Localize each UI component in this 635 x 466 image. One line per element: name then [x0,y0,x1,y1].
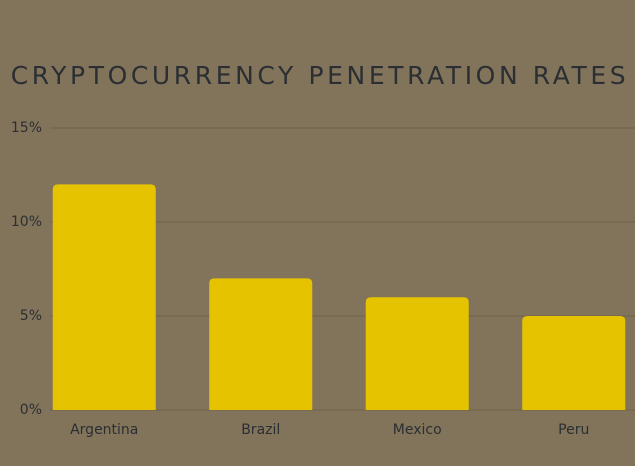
chart-title: CRYPTOCURRENCY PENETRATION RATES [11,61,630,90]
y-tick-label: 15% [11,120,42,136]
x-tick-label: Brazil [241,422,280,438]
x-tick-label: Peru [558,422,589,438]
bar [52,184,156,410]
y-tick-label: 10% [11,214,42,230]
x-tick-label: Argentina [70,422,138,438]
y-tick-label: 5% [20,308,42,324]
bar [209,278,313,410]
y-tick-label: 0% [20,402,42,418]
bar [365,297,469,410]
x-tick-label: Mexico [393,422,442,438]
bar [522,316,626,410]
